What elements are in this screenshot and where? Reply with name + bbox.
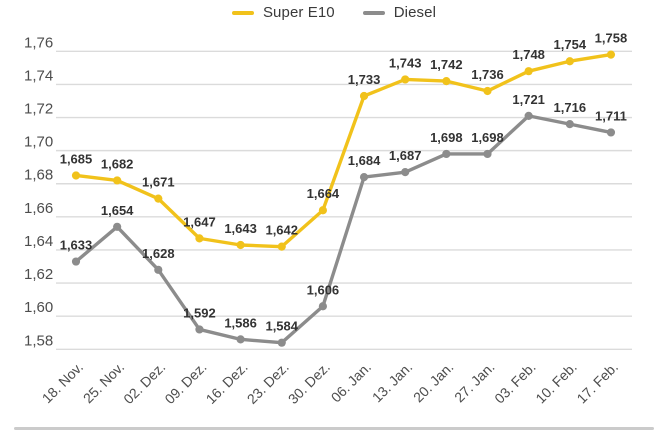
data-point [277,338,286,347]
data-point [113,222,122,231]
legend-item-super-e10: Super E10 [231,4,335,21]
data-point-label: 1,664 [307,186,340,201]
x-tick-label: 30. Dez. [285,359,333,407]
x-tick-label: 03. Feb. [491,359,539,407]
data-point-label: 1,716 [554,100,587,115]
data-point [401,75,410,84]
y-tick-label: 1,62 [24,266,53,283]
chart-legend: Super E10 Diesel [0,4,668,21]
data-point [71,257,81,266]
x-tick-label: 17. Feb. [573,359,621,407]
x-tick-label: 02. Dez. [120,359,168,407]
data-point [236,335,245,344]
legend-item-diesel: Diesel [362,4,437,21]
data-point [113,176,122,185]
x-tick-label: 10. Feb. [532,359,580,407]
y-tick-label: 1,60 [24,299,53,316]
data-point [606,50,616,59]
x-tick-label: 27. Jan. [451,359,498,406]
data-point [277,242,286,251]
data-point [401,168,410,177]
x-tick-label: 23. Dez. [244,359,292,407]
y-tick-label: 1,68 [24,167,53,184]
super-e10-line-swatch-icon [231,10,254,15]
data-point [606,128,616,137]
y-tick-label: 1,72 [24,101,53,118]
y-tick-label: 1,58 [24,332,53,349]
data-point [483,149,492,159]
series-line-super-e10 [74,52,613,249]
data-point [483,86,492,96]
data-point-label: 1,733 [348,72,381,87]
y-tick-label: 1,64 [24,233,53,250]
data-point [359,173,369,182]
bottom-divider [14,427,654,430]
data-point-label: 1,743 [389,55,422,70]
data-point-label: 1,592 [183,305,216,320]
data-point-label: 1,736 [471,67,504,82]
y-tick-label: 1,70 [24,134,53,151]
data-point [524,111,533,120]
x-tick-label: 20. Jan. [410,359,457,406]
x-tick-label: 09. Dez. [161,359,209,407]
data-point-label: 1,758 [595,31,628,46]
data-point-label: 1,647 [183,214,216,229]
data-point-label: 1,633 [60,238,93,253]
x-tick-label: 06. Jan. [328,359,375,406]
x-tick-label: 25. Nov. [80,359,127,406]
data-point-label: 1,642 [265,223,298,238]
data-point-label: 1,654 [101,203,134,218]
data-point [154,194,163,203]
data-point-label: 1,643 [224,221,257,236]
series-line-diesel [74,114,613,345]
data-point-label: 1,682 [101,156,134,171]
data-point-label: 1,748 [512,47,545,62]
data-point-label: 1,721 [512,92,545,107]
data-point [524,67,533,76]
y-tick-label: 1,66 [24,200,53,217]
data-point [71,171,81,180]
data-point-label: 1,711 [595,108,627,123]
data-point [565,57,574,66]
data-point-label: 1,628 [142,246,175,261]
x-tick-label: 13. Jan. [369,359,416,406]
y-tick-label: 1,74 [24,67,53,84]
data-point-label: 1,586 [224,315,257,330]
data-point [565,120,574,129]
data-point-label: 1,754 [554,37,587,52]
y-tick-label: 1,76 [24,34,53,51]
legend-label-diesel: Diesel [393,4,437,21]
diesel-line-swatch-icon [362,10,385,15]
x-tick-label: 16. Dez. [203,359,251,407]
data-point-label: 1,606 [307,282,340,297]
data-point-label: 1,698 [430,130,463,145]
data-point-label: 1,742 [430,57,463,72]
data-point [195,234,204,243]
data-point-label: 1,698 [471,130,504,145]
data-point [442,77,451,86]
data-point-label: 1,687 [389,148,422,163]
data-point [318,302,327,311]
data-point-label: 1,685 [60,151,93,166]
x-tick-label: 18. Nov. [39,359,86,406]
data-point [442,149,451,159]
data-point [154,265,163,274]
data-point [236,240,245,250]
data-point [359,91,369,101]
data-point-label: 1,584 [265,319,298,334]
data-point-label: 1,684 [348,153,381,168]
data-point [318,206,327,215]
data-point [195,325,204,334]
legend-label-super-e10: Super E10 [262,4,335,21]
data-point-label: 1,671 [142,175,175,190]
